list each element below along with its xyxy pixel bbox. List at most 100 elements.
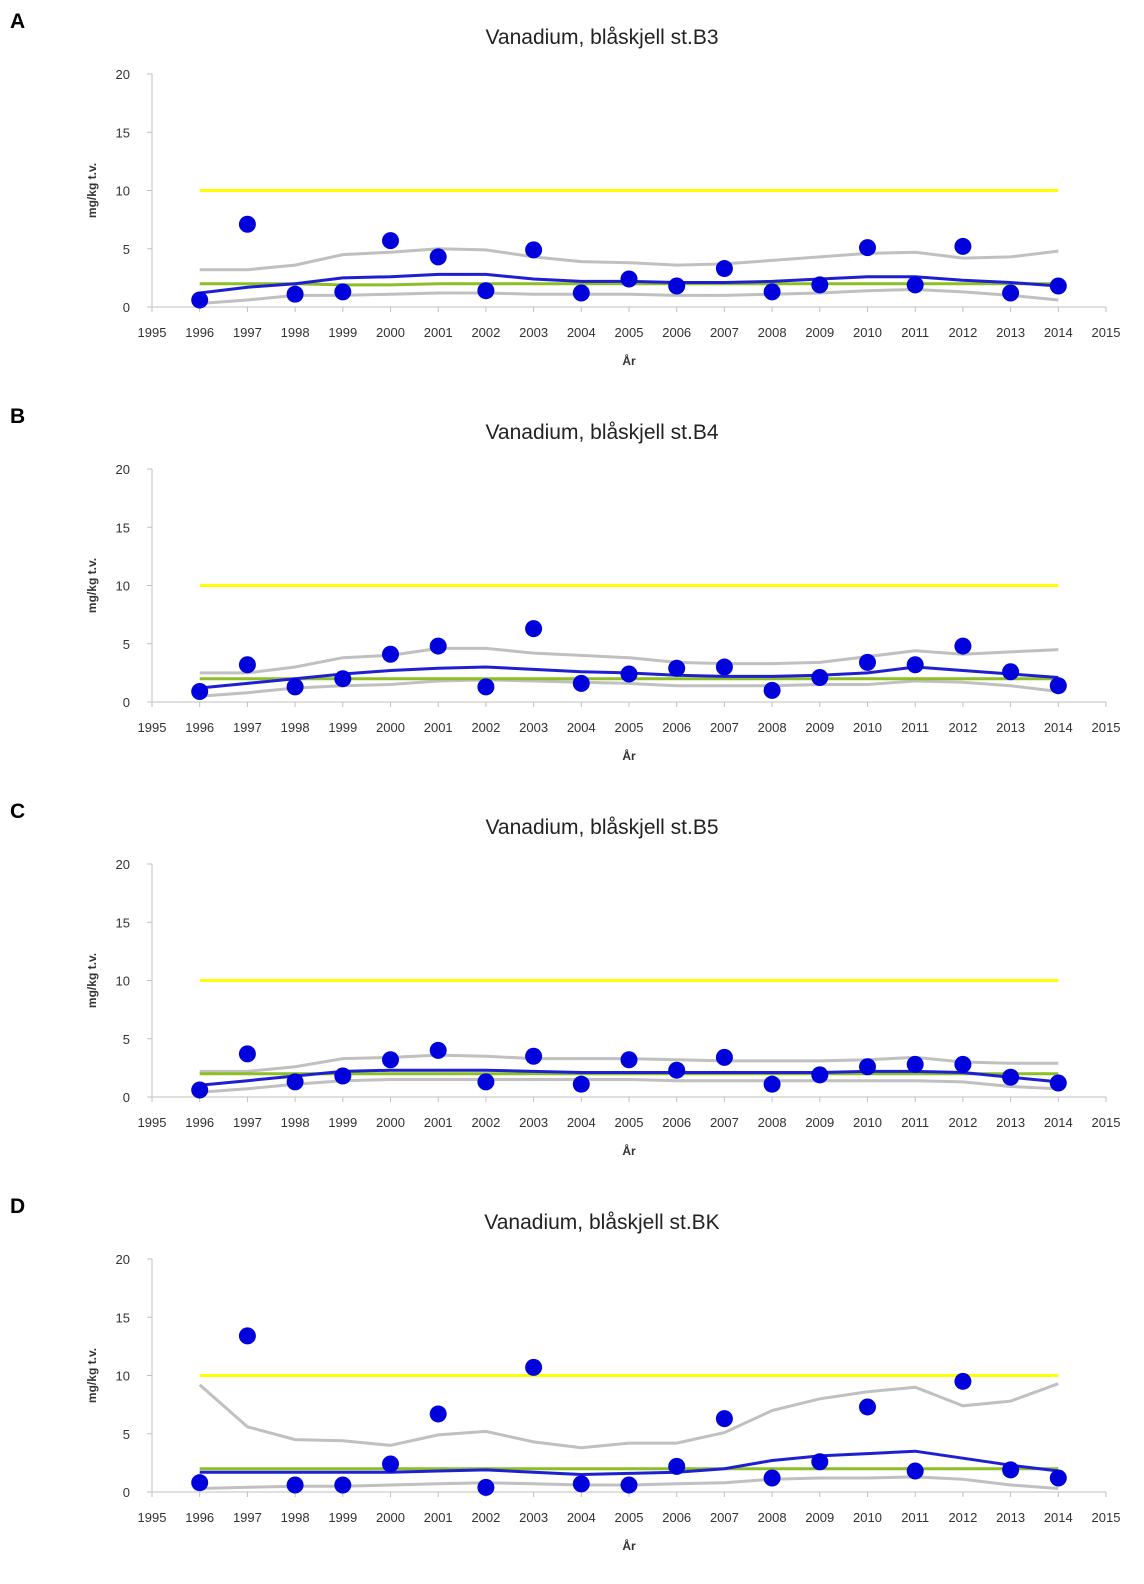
y-tick-label: 10 <box>116 974 130 989</box>
x-axis-label: År <box>622 748 636 763</box>
data-point <box>238 656 256 674</box>
x-tick-label: 1998 <box>281 1510 310 1525</box>
x-tick-label: 1995 <box>138 1510 167 1525</box>
x-tick-label: 2009 <box>805 1510 834 1525</box>
x-tick-label: 1995 <box>138 1115 167 1130</box>
data-point <box>1049 677 1067 695</box>
data-point <box>334 670 352 688</box>
data-point <box>334 1476 352 1494</box>
data-point <box>572 284 590 302</box>
x-tick-label: 2010 <box>853 325 882 340</box>
data-point <box>572 1475 590 1493</box>
x-tick-label: 2008 <box>758 720 787 735</box>
x-tick-label: 2008 <box>758 325 787 340</box>
data-point <box>954 637 972 655</box>
data-point <box>668 277 686 295</box>
x-tick-label: 2006 <box>662 325 691 340</box>
y-tick-label: 5 <box>123 1427 130 1442</box>
data-point <box>763 1469 781 1487</box>
lower-confidence-line <box>199 287 1059 305</box>
x-tick-label: 1998 <box>281 1115 310 1130</box>
data-point <box>334 283 352 301</box>
x-tick-label: 2004 <box>567 325 596 340</box>
panel-letter: D <box>10 1195 25 1218</box>
data-point <box>906 276 924 294</box>
x-tick-label: 2013 <box>996 1115 1025 1130</box>
y-tick-label: 0 <box>123 1090 130 1105</box>
chart-panel-d: D Vanadium, blåskjell st.BK 0 5 10 15 20 1995 19… <box>10 1195 1120 1553</box>
x-tick-label: 2002 <box>471 1510 500 1525</box>
x-tick-label: 2011 <box>901 1115 929 1130</box>
chart-panel-a: A Vanadium, blåskjell st.B3 0 5 10 15 20 1995 19… <box>10 10 1120 368</box>
x-tick-label: 2013 <box>996 325 1025 340</box>
data-point <box>811 669 829 687</box>
data-point <box>572 674 590 692</box>
x-tick-label: 2009 <box>805 1115 834 1130</box>
data-point <box>620 1476 638 1494</box>
x-tick-label: 2000 <box>376 1510 405 1525</box>
data-point <box>1049 1469 1067 1487</box>
x-tick-label: 2011 <box>901 720 929 735</box>
data-point <box>954 1372 972 1390</box>
x-tick-label: 1998 <box>281 720 310 735</box>
x-axis-label: År <box>622 1538 636 1553</box>
data-point <box>477 1478 495 1496</box>
x-tick-label: 2002 <box>471 325 500 340</box>
y-tick-label: 10 <box>116 579 130 594</box>
upper-confidence-line <box>199 646 1059 675</box>
data-point <box>620 270 638 288</box>
x-tick-label: 2007 <box>710 1510 739 1525</box>
panel-letter: A <box>10 10 25 33</box>
x-tick-label: 2009 <box>805 720 834 735</box>
data-point <box>572 1075 590 1093</box>
x-tick-label: 2004 <box>567 1115 596 1130</box>
x-tick-label: 2000 <box>376 1115 405 1130</box>
y-tick-label: 0 <box>123 695 130 710</box>
chart-title: Vanadium, blåskjell st.B3 <box>485 26 718 49</box>
data-point <box>191 1474 209 1492</box>
data-point <box>954 1055 972 1073</box>
data-point <box>477 282 495 300</box>
x-tick-label: 2005 <box>615 1510 644 1525</box>
data-point <box>286 285 304 303</box>
data-point <box>763 283 781 301</box>
x-tick-label: 2013 <box>996 1510 1025 1525</box>
x-tick-label: 2007 <box>710 1115 739 1130</box>
y-tick-label: 15 <box>116 1310 130 1325</box>
y-axis-label: mg/kg t.v. <box>85 558 99 613</box>
data-point <box>525 620 543 638</box>
x-tick-label: 2000 <box>376 720 405 735</box>
x-tick-label: 2001 <box>424 1115 453 1130</box>
data-point <box>191 683 209 701</box>
x-tick-label: 1996 <box>185 325 214 340</box>
data-point <box>1049 277 1067 295</box>
x-tick-label: 2011 <box>901 325 929 340</box>
y-tick-label: 20 <box>116 857 130 872</box>
data-point <box>811 276 829 294</box>
data-point <box>906 656 924 674</box>
chart-panel-b: B Vanadium, blåskjell st.B4 0 5 10 15 20 1995 19… <box>10 405 1120 763</box>
x-tick-label: 2015 <box>1092 1115 1121 1130</box>
x-tick-label: 1995 <box>138 325 167 340</box>
data-point <box>859 239 876 257</box>
data-point <box>715 260 733 278</box>
data-point <box>906 1462 924 1480</box>
x-tick-label: 2010 <box>853 1510 882 1525</box>
data-point <box>1002 663 1020 681</box>
x-tick-label: 2001 <box>424 720 453 735</box>
data-point <box>859 653 876 671</box>
x-tick-label: 1995 <box>138 720 167 735</box>
data-point <box>191 1081 209 1099</box>
data-point <box>763 681 781 699</box>
x-tick-label: 2008 <box>758 1115 787 1130</box>
x-tick-label: 2012 <box>948 325 977 340</box>
x-tick-label: 2007 <box>710 325 739 340</box>
x-tick-label: 2011 <box>901 1510 929 1525</box>
chart-title: Vanadium, blåskjell st.B4 <box>485 421 718 444</box>
data-point <box>382 232 399 250</box>
x-tick-label: 2003 <box>519 1510 548 1525</box>
y-tick-label: 5 <box>123 242 130 257</box>
data-point <box>525 1358 543 1376</box>
data-point <box>1002 1461 1020 1479</box>
data-point <box>715 1048 733 1066</box>
